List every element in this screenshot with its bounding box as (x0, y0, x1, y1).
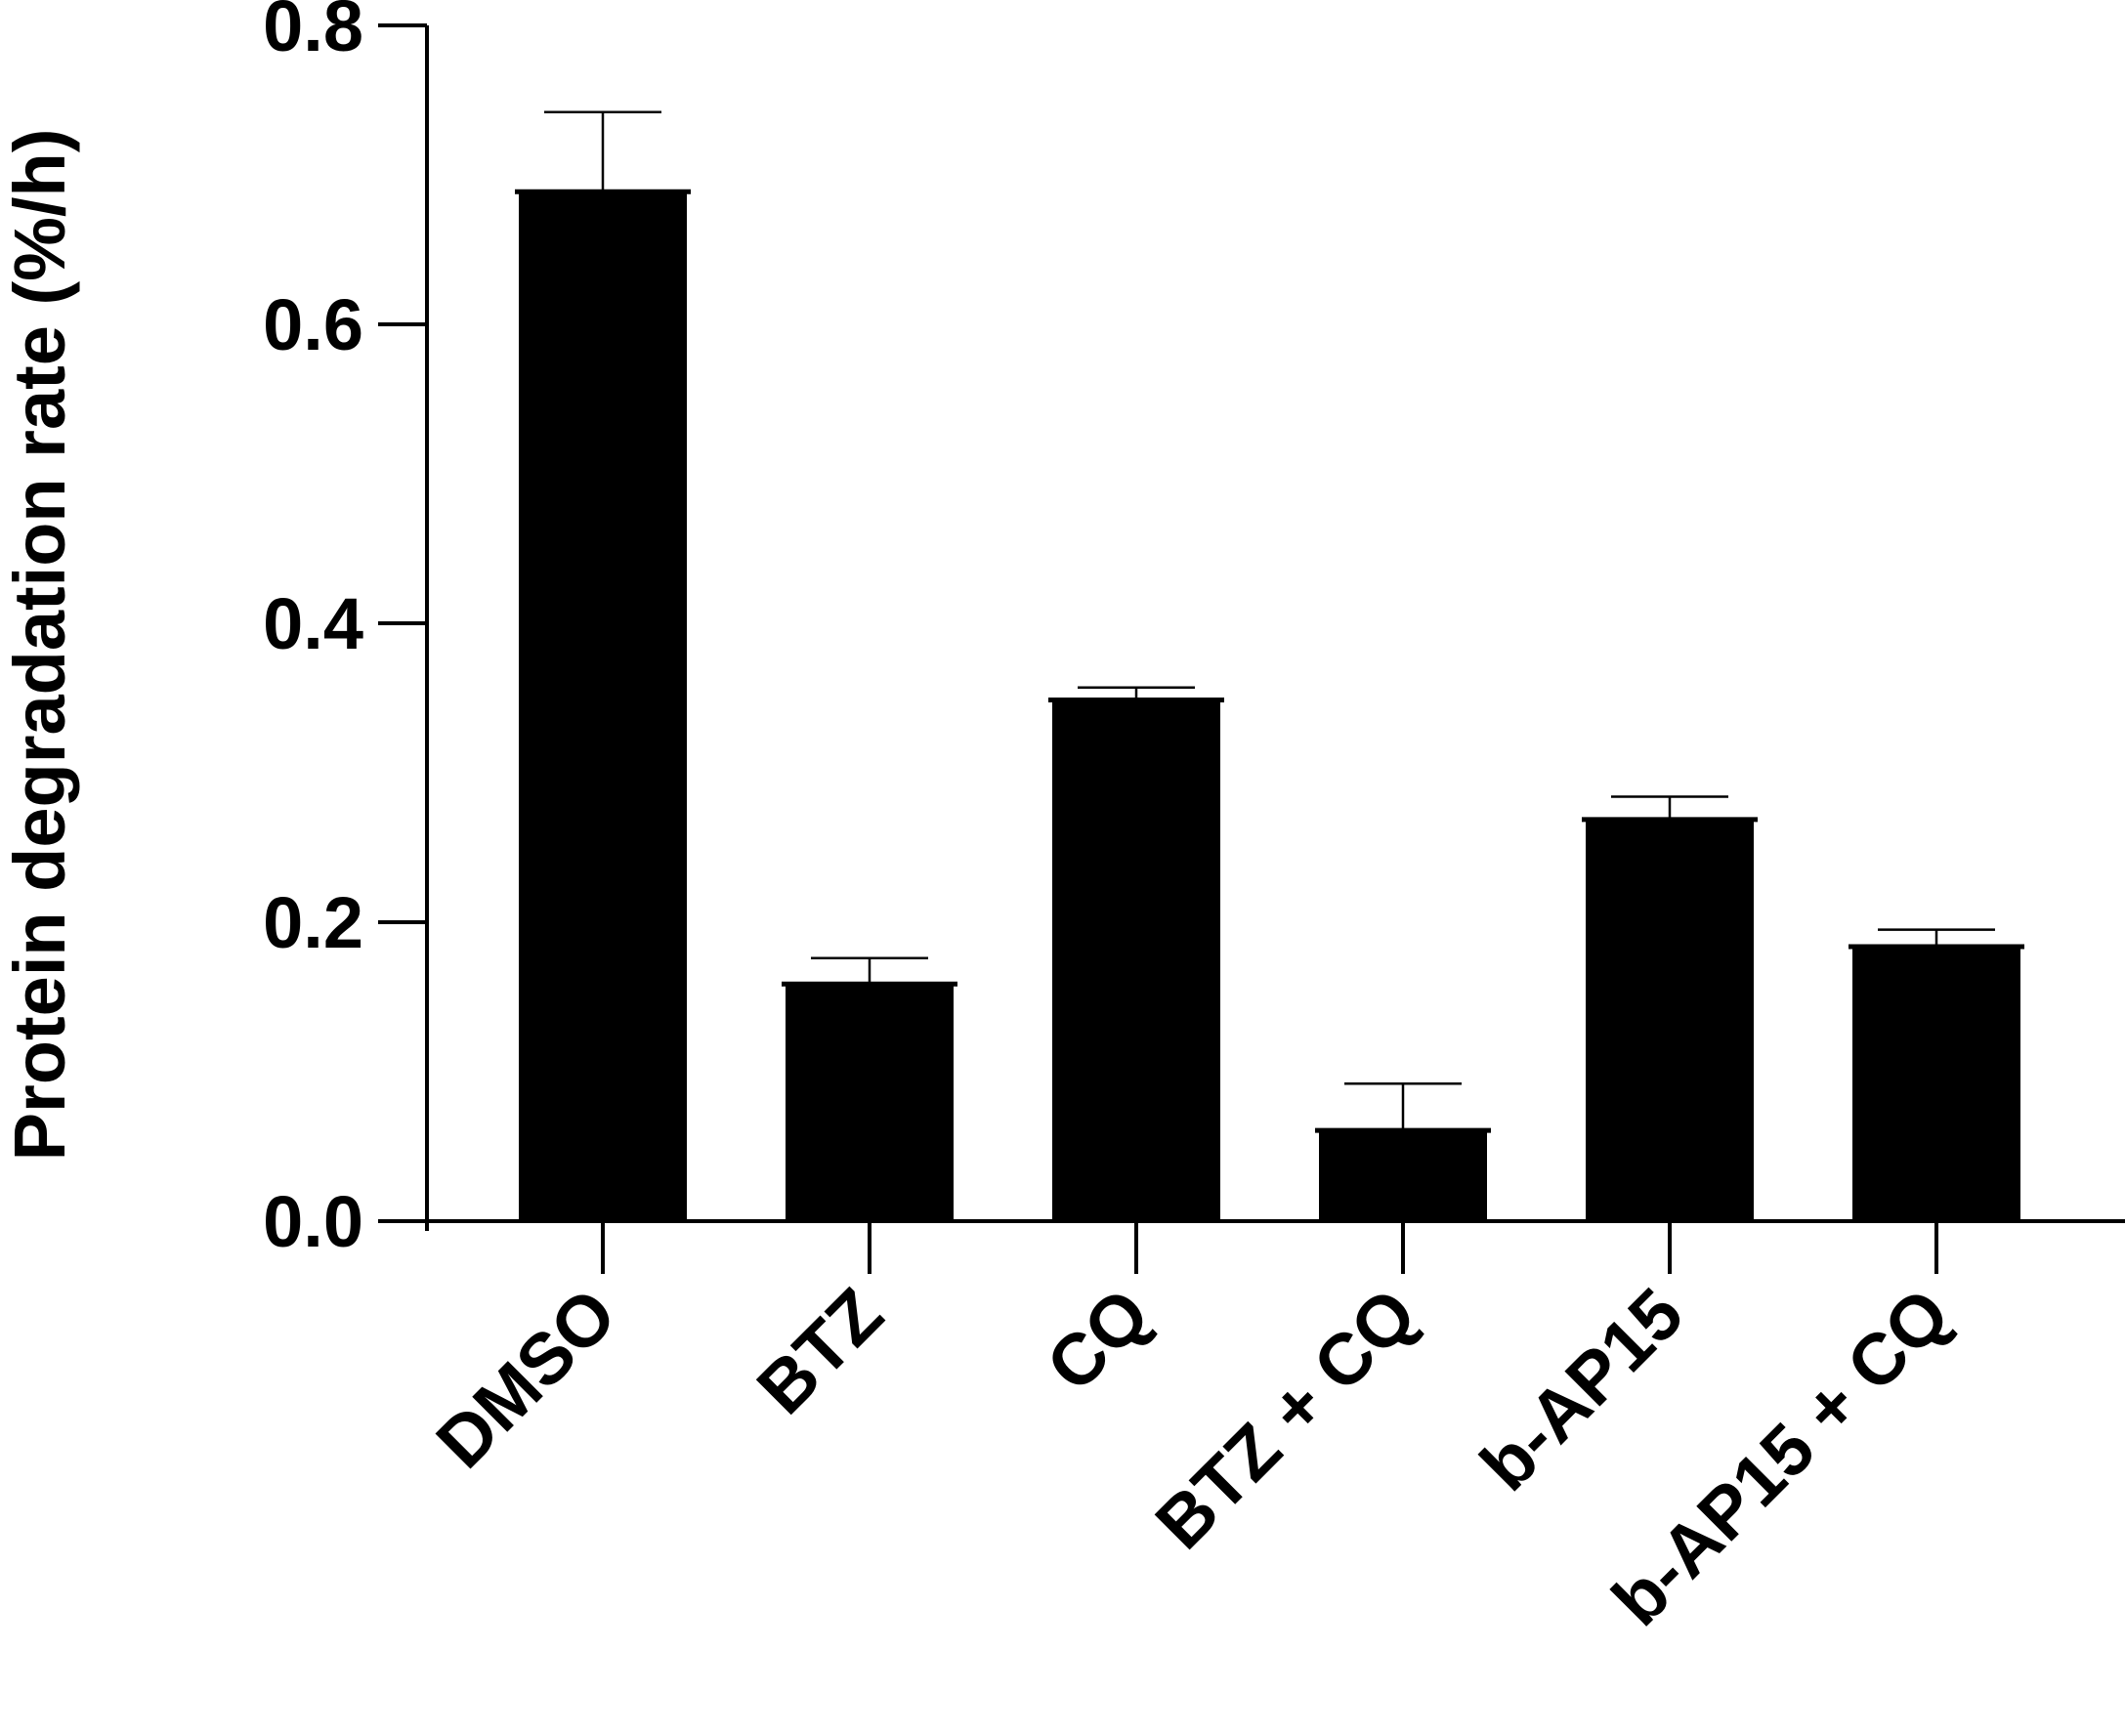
bar (1852, 944, 2020, 1221)
category-label: BTZ + CQ (1140, 1273, 1432, 1565)
bar (1586, 817, 1754, 1221)
category-label: DMSO (421, 1273, 632, 1484)
y-tick-label: 0.0 (263, 1181, 363, 1262)
error-bars (544, 110, 1995, 1129)
y-tick-label: 0.2 (263, 882, 363, 963)
bars (515, 189, 2024, 1221)
category-label: CQ (1031, 1273, 1165, 1407)
bar (1052, 698, 1220, 1221)
category-label: b-AP15 (1465, 1273, 1698, 1506)
y-axis-title: Protein degradation rate (%/h) (0, 129, 80, 1162)
bar (519, 190, 687, 1221)
bar (786, 982, 954, 1221)
y-tick-label: 0.6 (263, 284, 363, 365)
category-label: BTZ (742, 1273, 898, 1429)
bar (1319, 1128, 1487, 1221)
x-ticks (601, 1221, 1938, 1274)
y-tick-label: 0.8 (263, 0, 363, 66)
y-tick-label: 0.4 (263, 583, 363, 664)
y-ticks: 0.0 0.2 0.4 0.6 0.8 (263, 0, 427, 1262)
